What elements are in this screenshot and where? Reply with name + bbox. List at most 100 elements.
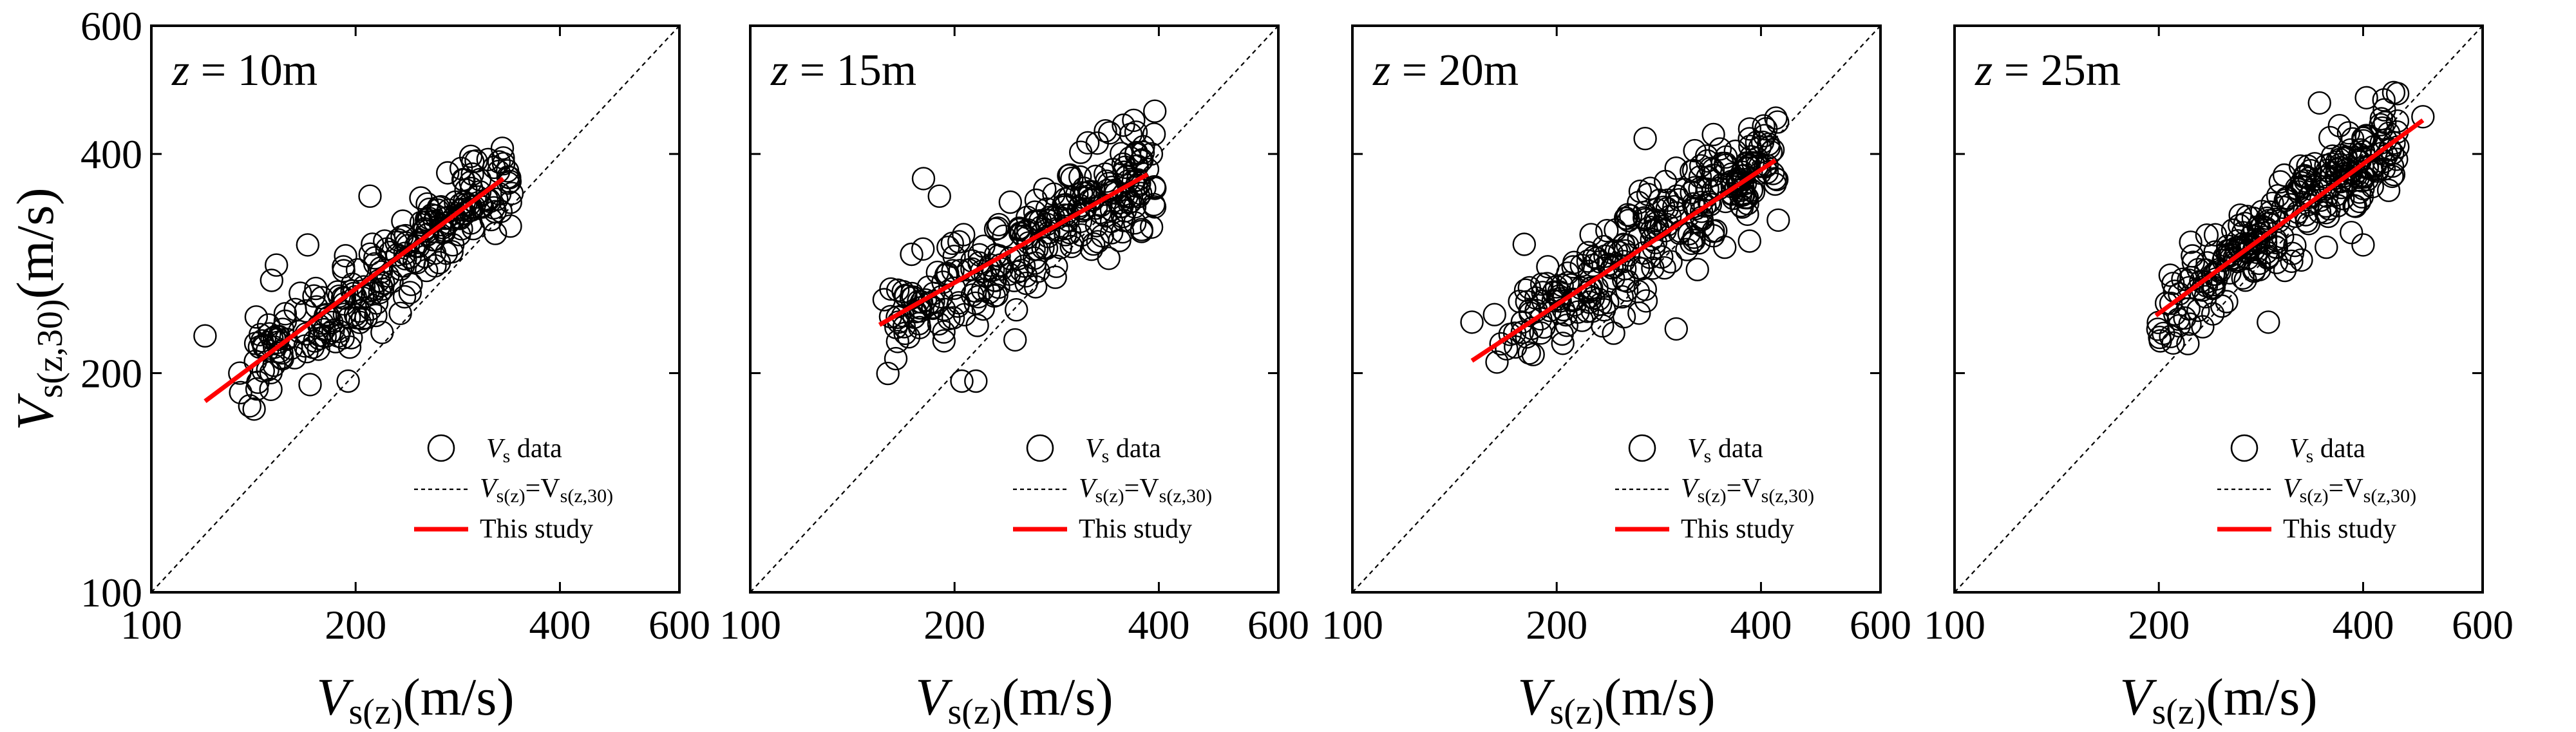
data-point xyxy=(457,193,481,217)
data-point xyxy=(1550,322,1574,346)
data-point xyxy=(393,223,417,248)
data-point xyxy=(1097,247,1121,270)
data-point xyxy=(1101,158,1125,182)
legend-label-identity: Vs(z)=Vs(z,30) xyxy=(1681,474,1814,507)
legend-label-data: Vs data xyxy=(486,434,562,467)
data-point xyxy=(296,233,319,257)
data-point xyxy=(260,268,283,292)
data-point xyxy=(370,277,395,301)
legend-label-data: Vs data xyxy=(1687,434,1763,467)
data-point xyxy=(925,260,950,285)
data-point xyxy=(1701,220,1725,243)
data-point xyxy=(878,305,903,328)
data-point xyxy=(2152,321,2175,346)
data-point xyxy=(952,223,976,247)
data-point xyxy=(336,369,360,393)
data-point xyxy=(1688,165,1712,189)
data-point xyxy=(932,329,956,353)
data-point xyxy=(2317,197,2341,221)
legend-label-fit: This study xyxy=(1681,514,1794,544)
data-point xyxy=(337,335,362,359)
data-point xyxy=(900,242,923,267)
data-point xyxy=(1708,137,1732,161)
data-point xyxy=(1045,254,1068,278)
data-point xyxy=(1738,117,1762,141)
y-tick-label: 100 xyxy=(80,570,142,615)
data-point xyxy=(886,330,910,353)
data-point xyxy=(2284,204,2307,229)
data-point xyxy=(2203,223,2228,247)
data-point xyxy=(1498,323,1522,346)
data-point xyxy=(1109,142,1133,165)
data-point xyxy=(2161,331,2185,355)
data-point xyxy=(2371,116,2394,140)
data-point xyxy=(1683,196,1708,221)
data-point xyxy=(1110,220,1135,244)
data-point xyxy=(256,358,279,382)
data-point xyxy=(302,284,326,308)
data-point xyxy=(1530,272,1554,296)
data-point xyxy=(977,280,1001,305)
data-point xyxy=(1532,315,1556,339)
legend-label-identity: Vs(z)=Vs(z,30) xyxy=(1079,474,1212,507)
data-point xyxy=(1626,256,1651,280)
data-point xyxy=(2339,221,2363,245)
data-point xyxy=(1508,290,1531,314)
x-tick-label: 100 xyxy=(120,602,182,648)
data-point xyxy=(1460,310,1484,334)
data-point xyxy=(1003,328,1027,352)
data-point xyxy=(350,306,374,331)
plot-frame xyxy=(150,24,681,594)
data-point xyxy=(348,310,372,334)
chart-panel-2: 100 200 400 600 z = 15m Vs data Vs(z)=Vs(z,30)… xyxy=(719,24,1309,732)
data-point xyxy=(1119,122,1143,146)
x-tick-label: 200 xyxy=(1526,602,1587,648)
data-point xyxy=(1652,195,1676,220)
legend: Vs data Vs(z)=Vs(z,30) This study xyxy=(2217,434,2416,544)
data-point xyxy=(1627,191,1651,214)
data-point xyxy=(987,212,1011,237)
data-point xyxy=(440,239,464,264)
data-point xyxy=(1576,249,1600,273)
data-point xyxy=(2298,158,2323,183)
legend-marker xyxy=(2230,434,2259,462)
data-point xyxy=(1143,176,1167,200)
x-tick-label: 100 xyxy=(1321,602,1383,648)
data-point xyxy=(2315,235,2338,259)
data-point xyxy=(2328,153,2352,177)
data-point xyxy=(1750,130,1775,155)
data-point xyxy=(1675,238,1699,261)
fit-line xyxy=(2154,118,2425,317)
data-point xyxy=(1551,332,1575,355)
data-point xyxy=(2280,241,2305,265)
data-point xyxy=(2195,223,2219,247)
data-point xyxy=(1736,202,1759,226)
data-point xyxy=(398,281,422,305)
legend-label-data: Vs data xyxy=(1085,434,1161,467)
data-point xyxy=(2201,302,2225,326)
data-point xyxy=(1090,224,1114,248)
data-point xyxy=(1712,235,1737,259)
data-point xyxy=(1701,122,1725,147)
data-point xyxy=(1680,180,1703,205)
data-point xyxy=(1060,166,1084,191)
data-point xyxy=(426,196,450,220)
legend: Vs data Vs(z)=Vs(z,30) This study xyxy=(414,434,613,544)
data-point xyxy=(2343,162,2367,186)
data-point xyxy=(1054,192,1078,217)
data-point xyxy=(369,256,393,280)
data-point xyxy=(332,255,355,279)
data-point xyxy=(998,190,1023,214)
x-tick-label: 600 xyxy=(649,602,710,648)
data-point xyxy=(1122,108,1146,133)
data-point xyxy=(1142,99,1167,123)
data-point xyxy=(1084,164,1108,189)
data-point xyxy=(2215,290,2239,314)
data-point xyxy=(1633,277,1658,301)
panel-label: z = 15m xyxy=(770,46,916,95)
data-point xyxy=(2293,164,2317,189)
data-point xyxy=(370,321,394,344)
data-point xyxy=(2327,113,2352,138)
